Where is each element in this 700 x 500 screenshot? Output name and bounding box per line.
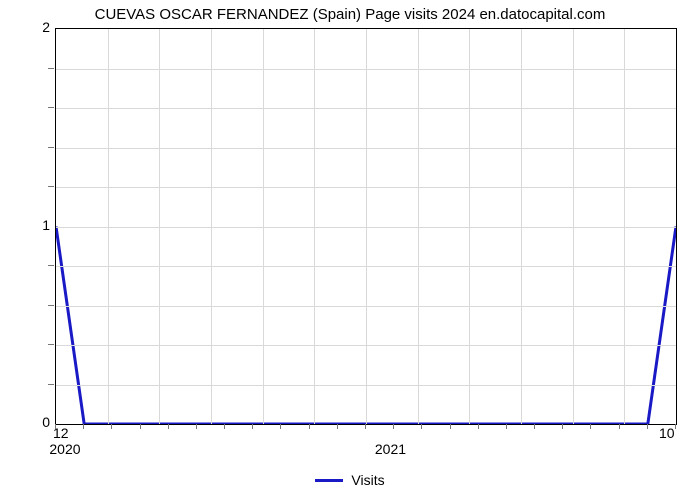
x-tick-minor (647, 424, 648, 429)
x-tick-minor (534, 424, 535, 429)
y-tick-minor (48, 147, 54, 148)
x-end-label-right: 10 (659, 425, 675, 441)
chart-title: CUEVAS OSCAR FERNANDEZ (Spain) Page visi… (0, 6, 700, 23)
grid-horizontal (56, 108, 676, 109)
x-tick-minor (309, 424, 310, 429)
x-tick-minor (83, 424, 84, 429)
grid-horizontal (56, 306, 676, 307)
x-tick-minor (140, 424, 141, 429)
x-tick-minor (421, 424, 422, 429)
grid-horizontal (56, 345, 676, 346)
x-end-label-left: 12 (53, 425, 69, 441)
y-tick-label: 2 (35, 19, 50, 35)
legend: Visits (0, 472, 700, 488)
chart-container: CUEVAS OSCAR FERNANDEZ (Spain) Page visi… (0, 0, 700, 500)
x-tick-minor (619, 424, 620, 429)
legend-swatch (315, 479, 343, 482)
grid-horizontal (56, 187, 676, 188)
x-tick-minor (590, 424, 591, 429)
y-tick-minor (48, 68, 54, 69)
x-tick-minor (337, 424, 338, 429)
grid-horizontal (56, 266, 676, 267)
x-tick-minor (450, 424, 451, 429)
grid-horizontal (56, 148, 676, 149)
x-tick-minor (111, 424, 112, 429)
x-tick-minor (506, 424, 507, 429)
y-tick-minor (48, 305, 54, 306)
x-tick-minor (478, 424, 479, 429)
plot-area (55, 28, 677, 425)
y-tick-label: 1 (35, 217, 50, 233)
y-tick-label: 0 (35, 414, 50, 430)
legend-label: Visits (351, 472, 384, 488)
grid-horizontal (56, 385, 676, 386)
x-tick-minor (168, 424, 169, 429)
y-tick-minor (48, 186, 54, 187)
x-tick-minor (196, 424, 197, 429)
x-tick-minor (365, 424, 366, 429)
grid-horizontal (56, 227, 676, 228)
x-tick-minor (393, 424, 394, 429)
x-tick-minor (562, 424, 563, 429)
y-tick-minor (48, 107, 54, 108)
x-tick-minor (224, 424, 225, 429)
grid-horizontal (56, 69, 676, 70)
x-tick-minor (280, 424, 281, 429)
x-year-label: 2020 (49, 441, 80, 457)
y-tick-minor (48, 265, 54, 266)
x-year-label: 2021 (375, 441, 406, 457)
y-tick-minor (48, 384, 54, 385)
x-tick-minor (675, 424, 676, 429)
x-tick-minor (252, 424, 253, 429)
y-tick-minor (48, 344, 54, 345)
